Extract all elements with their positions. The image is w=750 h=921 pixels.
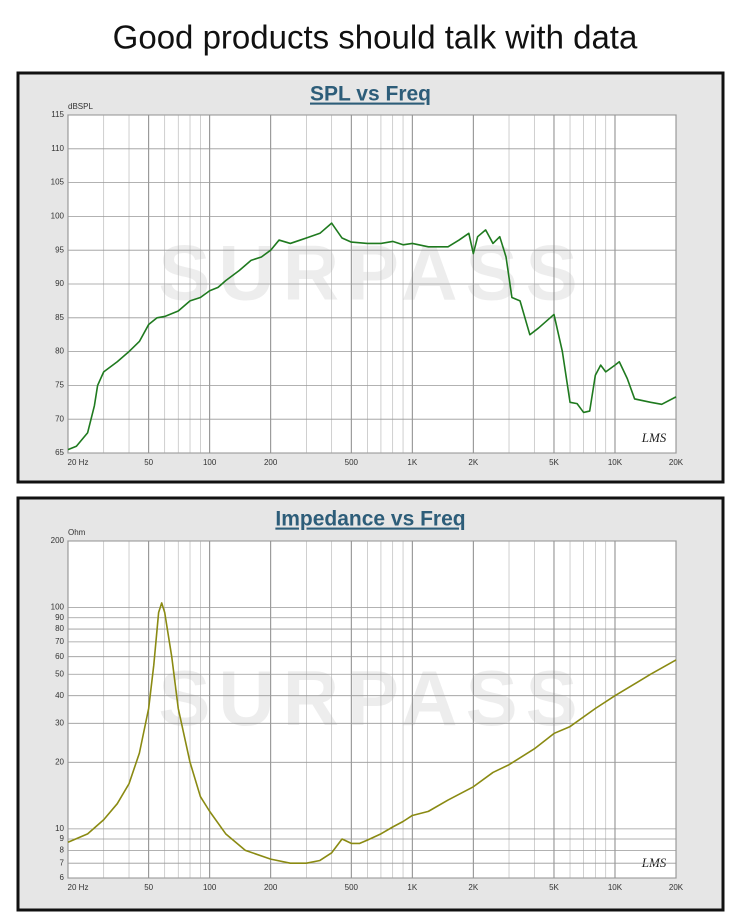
y-tick-label: 100 bbox=[51, 212, 65, 221]
logo: LMS bbox=[641, 430, 667, 445]
y-tick-label: 40 bbox=[55, 691, 64, 700]
x-tick-label: 20 Hz bbox=[68, 458, 89, 467]
x-tick-label: 200 bbox=[264, 883, 278, 892]
data-line bbox=[67, 222, 677, 451]
x-tick-label: 50 bbox=[144, 883, 153, 892]
y-tick-label: 6 bbox=[60, 873, 65, 882]
watermark: SURPASS bbox=[158, 654, 585, 742]
x-tick-label: 50 bbox=[144, 458, 153, 467]
chart-title: Impedance vs Freq bbox=[275, 508, 465, 531]
y-tick-label: 70 bbox=[55, 637, 64, 646]
x-tick-label: 100 bbox=[203, 883, 217, 892]
y-tick-label: 65 bbox=[55, 448, 64, 457]
x-tick-label: 2K bbox=[468, 458, 478, 467]
chart-title: SPL vs Freq bbox=[310, 83, 431, 106]
y-tick-label: 50 bbox=[55, 669, 64, 678]
y-tick-label: 90 bbox=[55, 613, 64, 622]
y-tick-label: 115 bbox=[51, 110, 64, 119]
y-tick-label: 100 bbox=[51, 603, 65, 612]
logo: LMS bbox=[641, 855, 667, 870]
y-tick-label: 7 bbox=[60, 858, 65, 867]
x-tick-label: 10K bbox=[608, 883, 623, 892]
y-tick-label: 70 bbox=[55, 414, 64, 423]
y-axis-label: dBSPL bbox=[68, 102, 93, 111]
x-tick-label: 20 Hz bbox=[68, 883, 89, 892]
y-tick-label: 20 bbox=[55, 757, 64, 766]
x-tick-label: 5K bbox=[549, 883, 559, 892]
x-tick-label: 10K bbox=[608, 458, 623, 467]
data-line bbox=[67, 602, 677, 864]
y-tick-label: 9 bbox=[60, 834, 65, 843]
y-axis-label: Ohm bbox=[68, 528, 86, 537]
y-tick-label: 60 bbox=[55, 652, 64, 661]
x-tick-label: 200 bbox=[264, 458, 278, 467]
x-tick-label: 20K bbox=[669, 883, 684, 892]
x-tick-label: 2K bbox=[468, 883, 478, 892]
y-tick-label: 80 bbox=[55, 624, 64, 633]
x-tick-label: 5K bbox=[549, 458, 559, 467]
y-tick-label: 75 bbox=[55, 381, 64, 390]
x-tick-label: 500 bbox=[345, 883, 359, 892]
y-tick-label: 110 bbox=[51, 144, 64, 153]
page-title: Good products should talk with data bbox=[113, 19, 638, 56]
x-tick-label: 20K bbox=[669, 458, 684, 467]
y-tick-label: 80 bbox=[55, 347, 64, 356]
x-tick-label: 500 bbox=[345, 458, 359, 467]
x-tick-label: 1K bbox=[407, 883, 417, 892]
x-tick-label: 100 bbox=[203, 458, 217, 467]
y-tick-label: 10 bbox=[55, 824, 64, 833]
y-tick-label: 85 bbox=[55, 313, 64, 322]
y-tick-label: 30 bbox=[55, 718, 64, 727]
y-tick-label: 95 bbox=[55, 245, 64, 254]
y-tick-label: 200 bbox=[51, 536, 65, 545]
y-tick-label: 90 bbox=[55, 279, 64, 288]
plot-area bbox=[67, 540, 677, 879]
x-tick-label: 1K bbox=[407, 458, 417, 467]
y-tick-label: 8 bbox=[60, 845, 65, 854]
y-tick-label: 105 bbox=[51, 178, 65, 187]
